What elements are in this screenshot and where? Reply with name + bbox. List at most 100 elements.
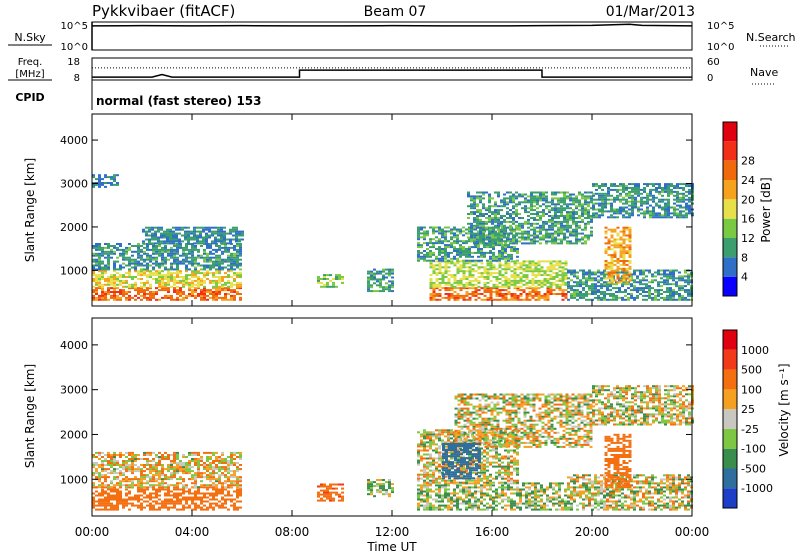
range-time-cell xyxy=(155,247,158,249)
range-time-cell xyxy=(466,270,469,272)
range-time-cell xyxy=(131,484,134,486)
range-time-cell xyxy=(149,484,152,486)
range-time-cell xyxy=(188,253,191,255)
range-time-cell xyxy=(176,299,179,301)
range-time-cell xyxy=(684,275,687,277)
range-time-cell xyxy=(218,491,221,493)
range-time-cell xyxy=(499,274,502,276)
range-time-cell xyxy=(503,199,506,201)
range-time-cell xyxy=(232,235,235,237)
range-time-cell xyxy=(542,199,545,201)
range-time-cell xyxy=(473,227,476,229)
range-time-cell xyxy=(636,297,639,299)
range-time-cell xyxy=(554,194,557,196)
range-time-cell xyxy=(667,207,670,209)
range-time-cell xyxy=(417,260,420,262)
range-time-cell xyxy=(472,295,475,297)
range-time-cell xyxy=(570,273,573,275)
range-time-cell xyxy=(128,493,131,495)
range-time-cell xyxy=(179,270,182,272)
range-time-cell xyxy=(113,297,116,299)
range-time-cell xyxy=(155,503,158,505)
range-time-cell xyxy=(212,493,215,495)
range-time-cell xyxy=(627,293,630,295)
range-time-cell xyxy=(554,215,557,217)
range-time-cell xyxy=(143,458,146,460)
range-time-cell xyxy=(423,238,426,240)
range-time-cell xyxy=(179,245,182,247)
range-time-cell xyxy=(116,509,119,511)
range-time-cell xyxy=(194,276,197,278)
range-time-cell xyxy=(230,499,233,501)
range-time-cell xyxy=(556,268,559,270)
power-colorbar-label: Power [dB] xyxy=(759,177,773,242)
range-time-cell xyxy=(535,266,538,268)
range-time-cell xyxy=(687,275,690,277)
range-time-cell xyxy=(160,235,163,237)
range-time-cell xyxy=(98,184,101,186)
range-time-cell xyxy=(499,299,502,301)
range-time-cell xyxy=(224,499,227,501)
range-time-cell xyxy=(113,476,116,478)
range-time-cell xyxy=(379,284,382,286)
range-time-cell xyxy=(104,268,107,270)
range-time-cell xyxy=(107,462,110,464)
range-time-cell xyxy=(175,240,178,242)
range-time-cell xyxy=(500,229,503,231)
range-time-cell xyxy=(116,249,119,251)
range-time-cell xyxy=(95,247,98,249)
range-time-cell xyxy=(152,245,155,247)
range-time-cell xyxy=(673,207,676,209)
range-time-cell xyxy=(566,231,569,233)
range-time-cell xyxy=(191,474,194,476)
range-time-cell xyxy=(495,260,498,262)
range-time-cell xyxy=(487,276,490,278)
range-time-cell xyxy=(554,231,557,233)
range-time-cell xyxy=(164,458,167,460)
range-time-cell xyxy=(167,255,170,257)
range-time-cell xyxy=(98,458,101,460)
range-time-cell xyxy=(185,464,188,466)
range-time-cell xyxy=(509,195,512,197)
range-time-cell xyxy=(140,257,143,259)
range-time-cell xyxy=(232,229,235,231)
range-time-cell xyxy=(626,274,629,276)
range-time-cell xyxy=(640,203,643,205)
range-time-cell xyxy=(143,493,146,495)
range-time-cell xyxy=(173,272,176,274)
range-time-cell xyxy=(214,233,217,235)
range-time-cell xyxy=(517,299,520,301)
range-time-cell xyxy=(107,468,110,470)
range-time-cell xyxy=(197,270,200,272)
range-time-cell xyxy=(554,209,557,211)
range-time-cell xyxy=(487,297,490,299)
range-time-cell xyxy=(221,289,224,291)
range-time-cell xyxy=(554,203,557,205)
range-time-cell xyxy=(603,293,606,295)
range-time-cell xyxy=(134,495,137,497)
range-time-cell xyxy=(496,291,499,293)
range-time-cell xyxy=(660,281,663,283)
range-time-cell xyxy=(649,195,652,197)
range-time-cell xyxy=(107,255,110,257)
range-time-cell xyxy=(433,272,436,274)
range-time-cell xyxy=(433,282,436,284)
range-time-cell xyxy=(515,221,518,223)
range-time-cell xyxy=(229,242,232,244)
range-time-cell xyxy=(598,216,601,218)
range-time-cell xyxy=(538,297,541,299)
range-time-cell xyxy=(98,493,101,495)
range-time-cell xyxy=(128,452,131,454)
range-time-cell xyxy=(595,199,598,201)
range-time-cell xyxy=(166,231,169,233)
range-time-cell xyxy=(185,491,188,493)
range-time-cell xyxy=(420,229,423,231)
range-time-cell xyxy=(515,203,518,205)
range-time-cell xyxy=(104,484,107,486)
range-time-cell xyxy=(391,277,394,279)
range-time-cell xyxy=(199,240,202,242)
range-time-cell xyxy=(560,239,563,241)
range-time-cell xyxy=(215,489,218,491)
range-time-cell xyxy=(515,209,518,211)
range-time-cell xyxy=(140,259,143,261)
